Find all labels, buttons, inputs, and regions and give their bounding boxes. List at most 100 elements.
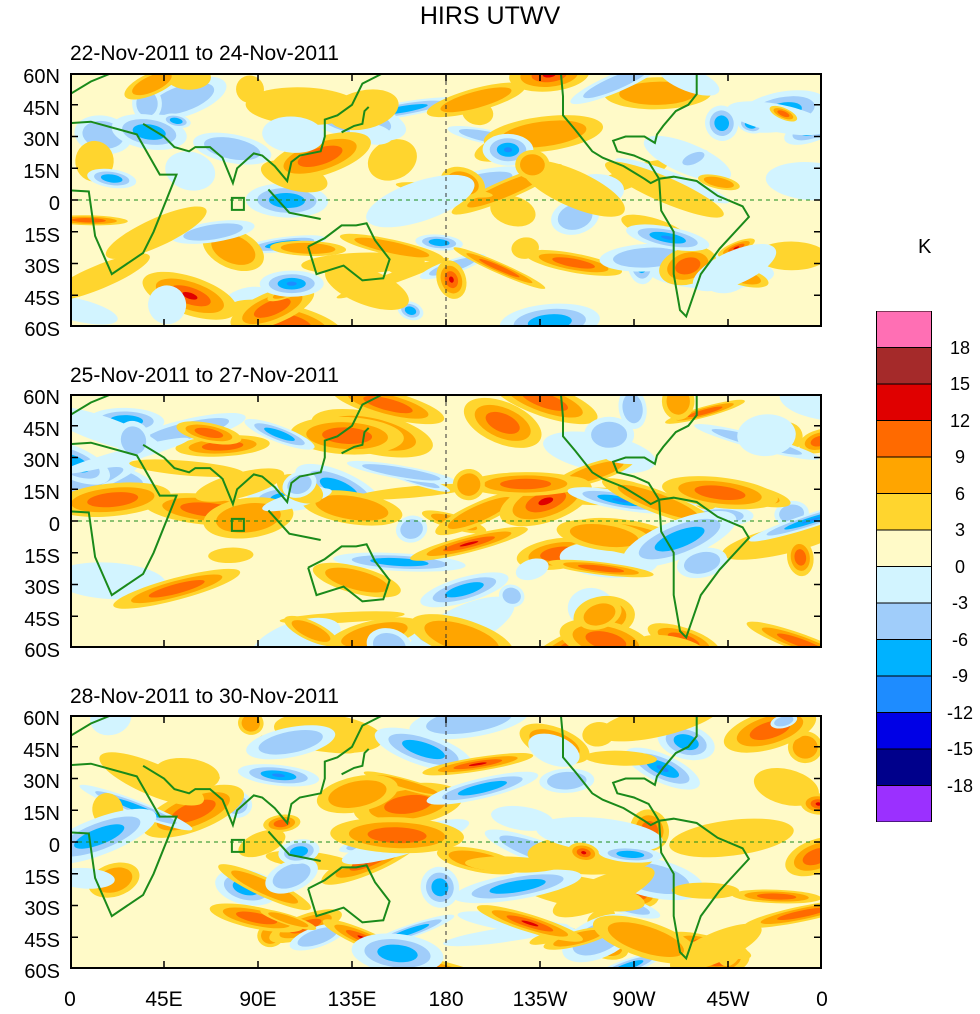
lat-label: 15N <box>23 482 60 504</box>
cold-anomaly <box>613 960 644 969</box>
coastline <box>142 394 384 508</box>
colorbar-label: 3 <box>954 520 965 540</box>
cold-anomaly <box>258 730 323 755</box>
coastline <box>559 394 698 506</box>
cold-anomaly <box>612 498 630 503</box>
warm-anomaly <box>500 478 552 490</box>
cold-anomaly <box>661 235 675 240</box>
warm-anomaly <box>468 762 487 766</box>
warm-anomaly <box>792 735 818 759</box>
cold-anomaly <box>515 558 549 581</box>
cold-anomaly <box>426 715 513 735</box>
coastline <box>559 73 698 185</box>
colorbar-swatch <box>876 420 932 458</box>
warm-anomaly <box>756 893 797 900</box>
warm-anomaly <box>105 206 207 259</box>
warm-anomaly <box>132 73 172 96</box>
colorbar-label: 18 <box>949 338 971 358</box>
map-panel-1 <box>70 73 822 327</box>
warm-anomaly <box>291 620 331 642</box>
warm-anomaly <box>619 81 697 105</box>
warm-anomaly <box>794 549 807 566</box>
map-panel-2 <box>70 394 822 648</box>
warm-anomaly <box>387 255 425 275</box>
colorbar-swatch <box>876 748 932 786</box>
panel-2-title: 25-Nov-2011 to 27-Nov-2011 <box>70 364 339 387</box>
cold-anomaly <box>289 846 309 858</box>
warm-anomaly <box>241 715 260 732</box>
lat-label: 60S <box>24 961 60 983</box>
cold-anomaly <box>503 147 513 153</box>
colorbar-swatch <box>876 493 932 531</box>
warm-anomaly <box>753 767 819 806</box>
lat-label: 0 <box>48 193 60 215</box>
warm-anomaly <box>448 276 454 283</box>
cold-anomaly <box>402 739 445 760</box>
colorbar-label: 6 <box>954 484 965 504</box>
lat-label: 60N <box>23 387 60 409</box>
warm-anomaly <box>577 564 625 573</box>
lon-label: 45E <box>145 988 183 1011</box>
lat-label: 30N <box>23 450 60 472</box>
cold-anomaly <box>287 474 312 495</box>
colorbar-swatch <box>876 566 932 604</box>
lat-label: 60N <box>23 708 60 730</box>
cold-anomaly <box>286 281 297 286</box>
cold-anomaly <box>591 421 628 448</box>
warm-anomaly <box>520 154 545 176</box>
warm-anomaly <box>585 631 627 648</box>
lat-label: 45S <box>24 288 60 310</box>
colorbar-label: -18 <box>946 776 973 796</box>
warm-anomaly <box>465 856 559 873</box>
warm-anomaly <box>552 257 595 269</box>
warm-anomaly <box>703 176 734 188</box>
lat-label: 15N <box>23 803 60 825</box>
coastline <box>267 509 321 541</box>
cold-anomaly <box>801 516 822 524</box>
warm-anomaly <box>325 264 409 310</box>
cold-anomaly <box>737 414 796 457</box>
warm-anomaly <box>520 160 625 217</box>
colorbar-swatch <box>876 456 932 494</box>
lon-label: 135W <box>512 988 568 1011</box>
cold-anomaly <box>132 124 166 140</box>
warm-anomaly <box>268 912 309 928</box>
coastline <box>267 188 321 220</box>
warm-anomaly <box>328 89 399 131</box>
coastline <box>70 441 178 597</box>
lat-label: 30S <box>24 256 60 278</box>
lat-label: 0 <box>48 835 60 857</box>
coastline <box>341 427 370 455</box>
lat-label: 45N <box>23 419 60 441</box>
colorbar-label: -3 <box>951 593 968 613</box>
colorbar-swatch <box>876 785 932 822</box>
cold-anomaly <box>74 824 125 849</box>
cold-anomaly <box>297 927 338 947</box>
cold-anomaly <box>774 715 794 727</box>
cold-anomaly <box>714 115 730 131</box>
warm-anomaly <box>721 520 822 560</box>
colorbar-label: 0 <box>954 557 965 577</box>
warm-anomaly <box>604 161 724 218</box>
colorbar-swatch <box>876 347 932 385</box>
lat-label: 60S <box>24 640 60 662</box>
cold-anomaly <box>445 582 484 598</box>
cold-anomaly <box>765 162 822 201</box>
coastline <box>658 817 751 961</box>
warm-anomaly <box>211 233 256 265</box>
lat-label: 30N <box>23 129 60 151</box>
anomaly-map-1 <box>70 73 822 327</box>
cold-anomaly <box>654 526 705 552</box>
warm-anomaly <box>170 799 216 824</box>
coastline <box>307 543 391 603</box>
warm-anomaly <box>325 567 389 593</box>
warm-anomaly <box>99 752 205 806</box>
colorbar-label: -6 <box>951 630 968 650</box>
coastline <box>559 715 698 827</box>
warm-anomaly <box>165 73 211 90</box>
coastline <box>142 715 384 829</box>
warm-anomaly <box>315 495 389 521</box>
colorbar-swatch <box>876 639 932 677</box>
warm-anomaly <box>581 851 587 855</box>
colorbar-swatch <box>876 675 932 713</box>
